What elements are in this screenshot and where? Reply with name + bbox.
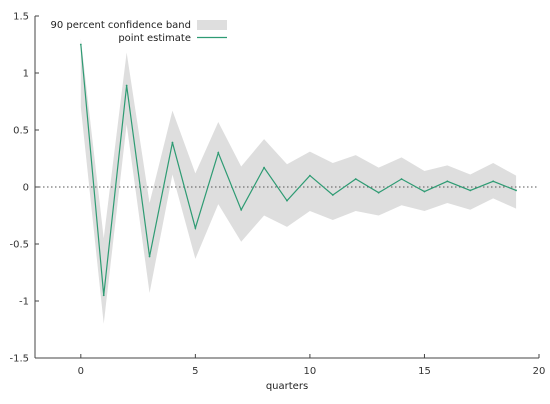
y-tick-label: 0.5 bbox=[13, 126, 29, 137]
x-tick-label: 5 bbox=[192, 366, 198, 377]
legend-swatch-band bbox=[197, 20, 227, 30]
data-point bbox=[286, 199, 288, 202]
series-line-point-estimate bbox=[80, 44, 517, 296]
data-point bbox=[217, 151, 220, 154]
axes: -1.5 -1 -0.5 0 0.5 1 1.5 0 5 10 15 20 quarters bbox=[9, 12, 545, 393]
data-point bbox=[102, 294, 105, 297]
data-point bbox=[331, 194, 334, 196]
data-point bbox=[194, 227, 197, 229]
legend-label-band: 90 percent confidence band bbox=[51, 20, 191, 31]
confidence-band bbox=[80, 38, 517, 324]
y-tick-label: -1 bbox=[19, 297, 29, 308]
y-tick-label: 0 bbox=[23, 183, 29, 194]
y-tick-label: -1.5 bbox=[9, 354, 29, 365]
data-point bbox=[400, 178, 403, 180]
y-tick-label: 1 bbox=[23, 69, 29, 80]
data-point bbox=[309, 174, 311, 177]
data-point bbox=[377, 191, 380, 194]
data-point bbox=[423, 190, 426, 193]
y-tick-label: 1.5 bbox=[13, 12, 29, 23]
data-point bbox=[515, 189, 517, 192]
data-point bbox=[446, 180, 449, 183]
data-point bbox=[263, 166, 265, 169]
x-axis-label: quarters bbox=[266, 381, 308, 392]
data-point bbox=[240, 208, 243, 211]
x-tick-label: 20 bbox=[533, 366, 546, 377]
data-point bbox=[469, 189, 472, 192]
legend-label-point-estimate: point estimate bbox=[118, 33, 191, 44]
plot-area bbox=[35, 38, 539, 324]
x-tick-label: 0 bbox=[78, 366, 84, 377]
x-tick-label: 10 bbox=[304, 366, 317, 377]
y-tick-label: -0.5 bbox=[9, 240, 29, 251]
legend: 90 percent confidence band point estimate bbox=[51, 20, 227, 44]
data-point bbox=[171, 141, 174, 144]
data-point bbox=[492, 180, 495, 183]
x-tick-label: 15 bbox=[418, 366, 431, 377]
data-point bbox=[125, 84, 128, 87]
data-point bbox=[79, 43, 82, 46]
data-point bbox=[354, 178, 357, 180]
data-point bbox=[148, 255, 151, 258]
